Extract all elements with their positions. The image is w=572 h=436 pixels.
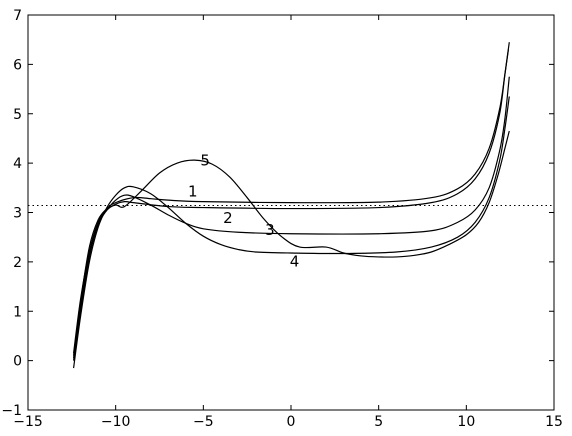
series-line-2: [72, 42, 510, 359]
x-tick-label: −15: [13, 414, 43, 430]
series-label-5: 5: [200, 152, 210, 170]
series-label-4: 4: [290, 252, 300, 270]
y-tick-label: 3: [13, 206, 22, 222]
curve-layer: [72, 42, 510, 369]
series-line-5: [72, 130, 510, 354]
x-tick-label: 15: [545, 414, 563, 430]
series-label-1: 1: [188, 182, 198, 200]
x-tick-label: 5: [374, 414, 383, 430]
y-tick-label: 5: [13, 107, 22, 123]
curve-label-layer: 1 2 34 5: [188, 152, 299, 271]
y-tick-label: −1: [1, 403, 22, 419]
x-tick-label: 10: [457, 414, 475, 430]
x-tick-label: 0: [287, 414, 296, 430]
y-tick-label: 4: [13, 156, 22, 172]
series-label-2: 2: [223, 209, 233, 227]
series-line-1: [72, 49, 510, 356]
series-label-3: 3: [265, 221, 275, 239]
y-tick-label: 6: [13, 57, 22, 73]
x-axis: −15 −10 −5 0 5 10 15: [13, 15, 563, 430]
plot-area: [27, 14, 555, 411]
y-tick-label: 1: [13, 304, 22, 320]
x-tick-label: −5: [193, 414, 214, 430]
y-tick-label: 2: [13, 255, 22, 271]
x-tick-label: −10: [101, 414, 131, 430]
y-tick-label: 0: [13, 354, 22, 370]
y-tick-label: 7: [13, 8, 22, 24]
series-line-4: [72, 96, 510, 369]
